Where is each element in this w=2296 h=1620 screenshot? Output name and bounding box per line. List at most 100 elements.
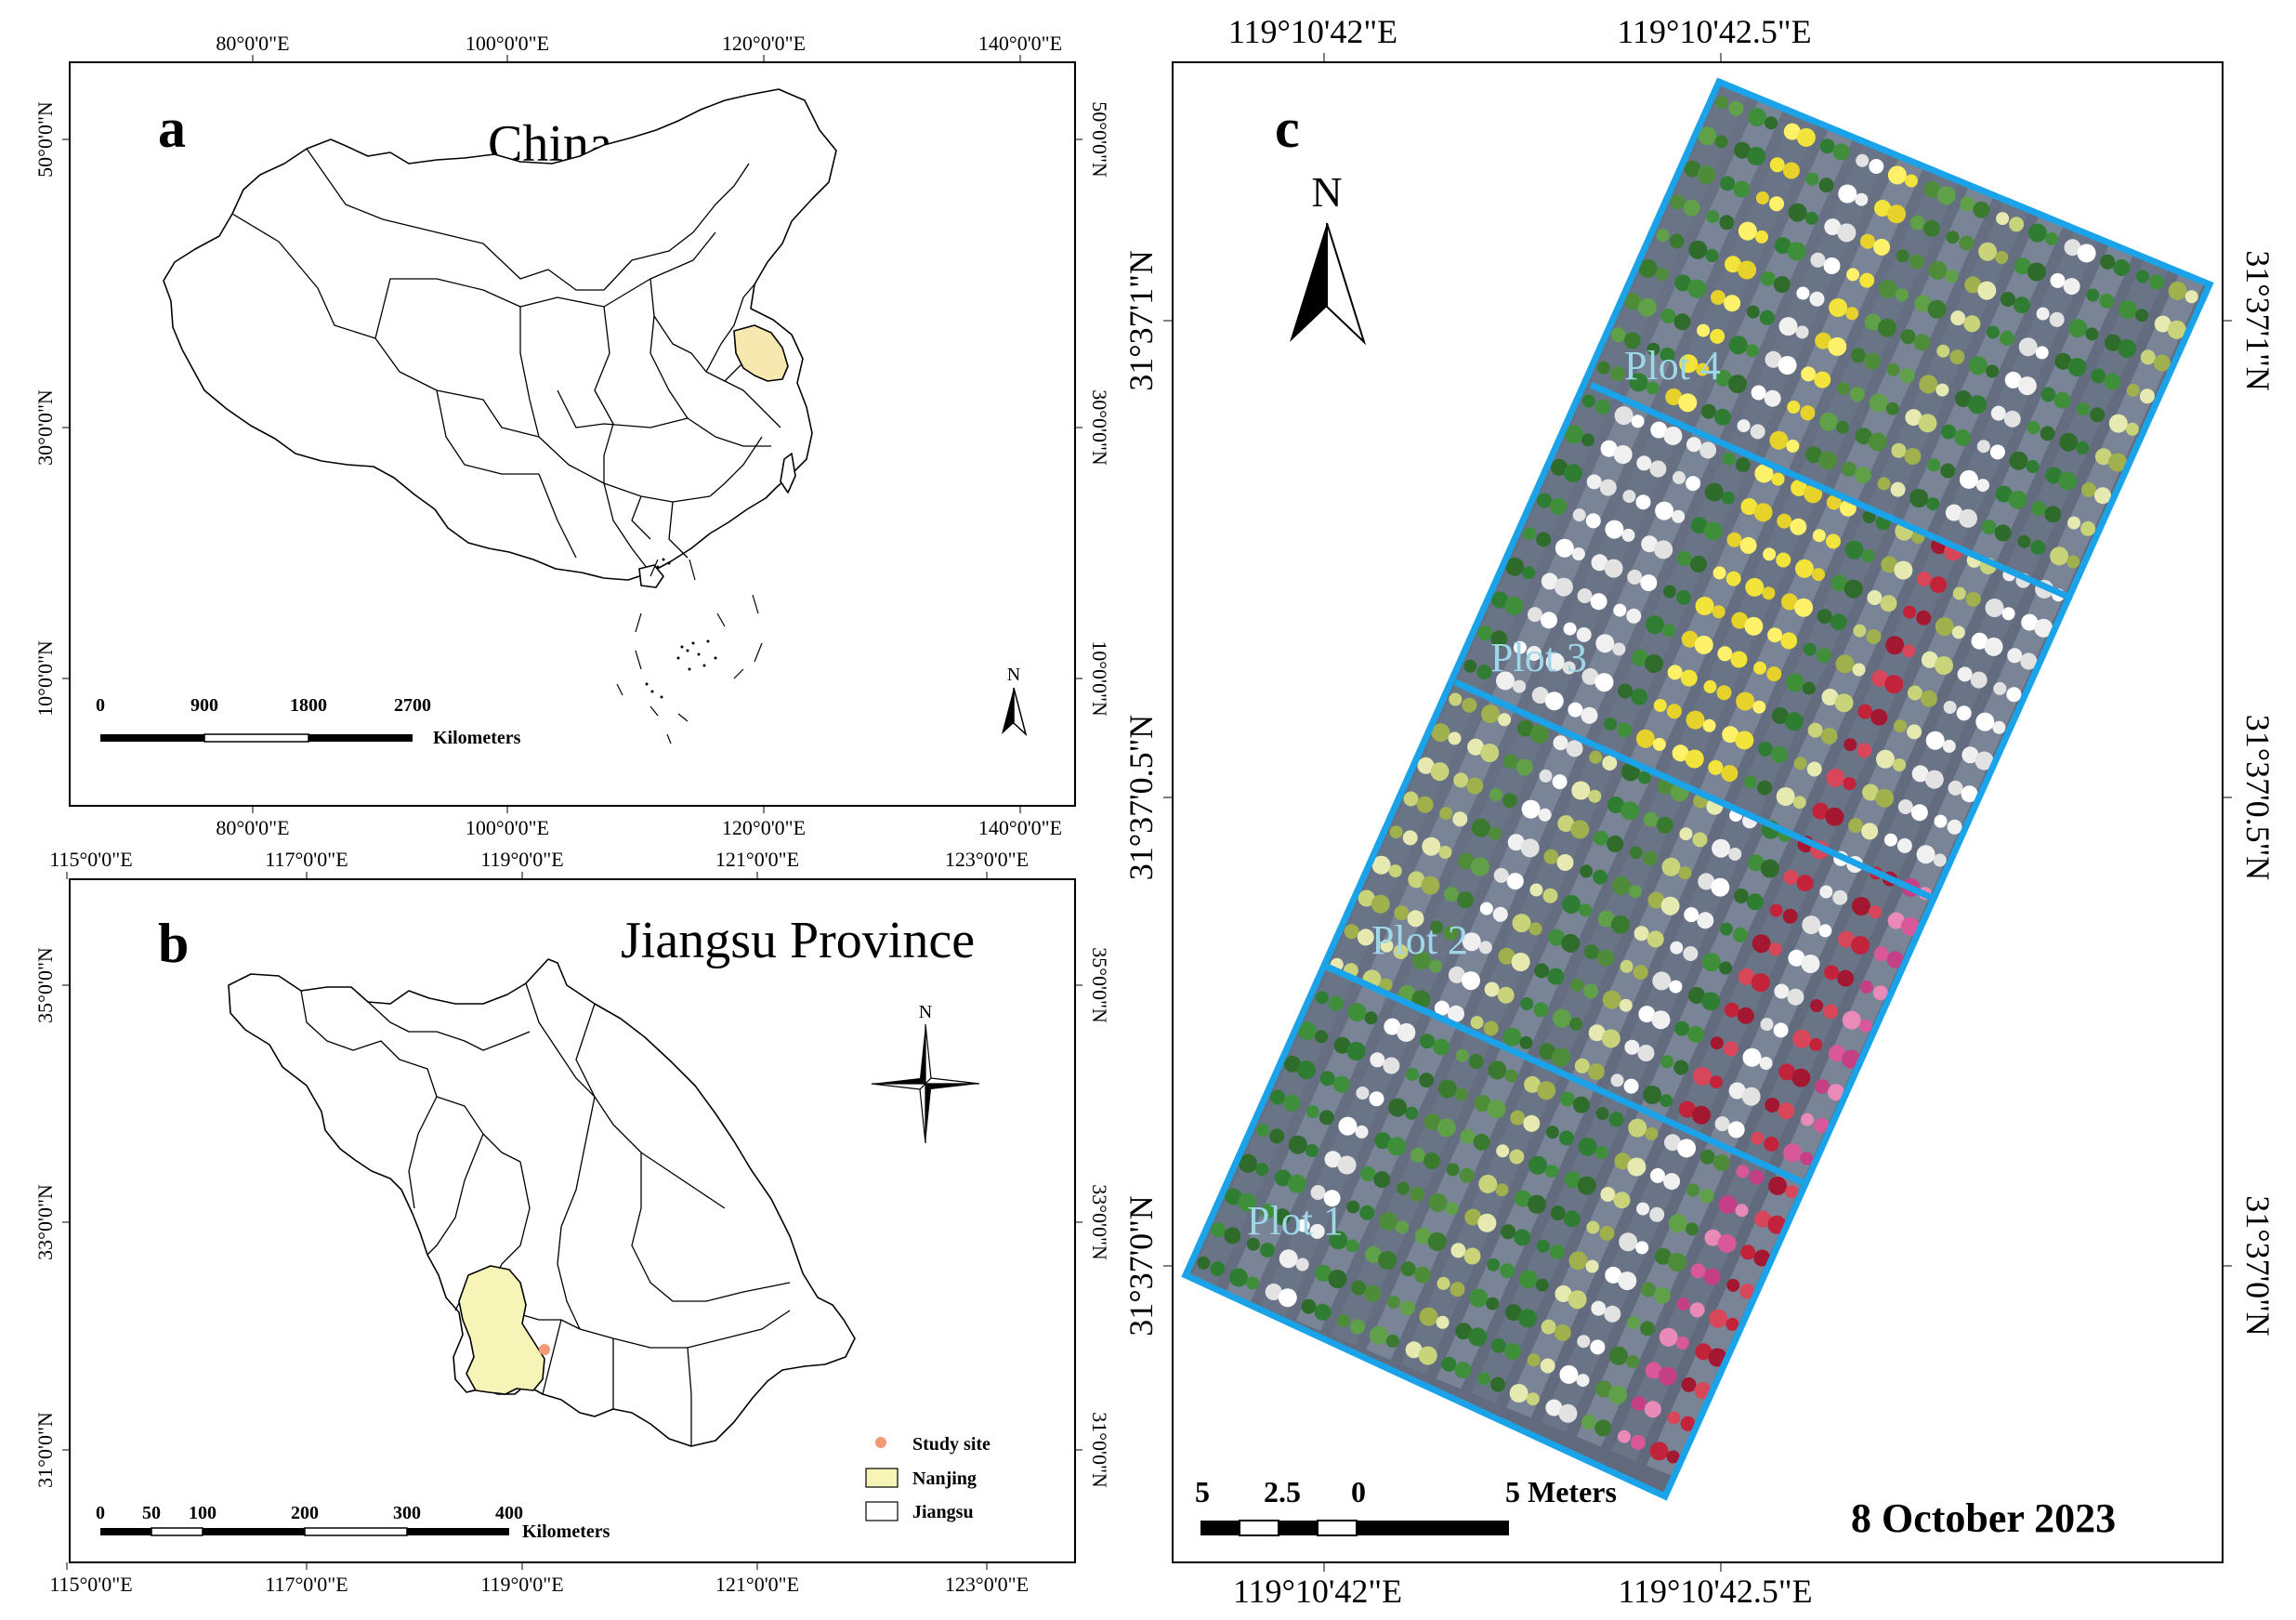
plant-canopy: [1694, 635, 1713, 654]
c-scale-0: 5: [1195, 1475, 1210, 1508]
plant-canopy: [2027, 421, 2040, 435]
crop-strip: [1366, 156, 1924, 1361]
plant-canopy: [1455, 1323, 1473, 1340]
plant-canopy: [1557, 815, 1575, 833]
plant-canopy: [1977, 281, 1997, 300]
plant-canopy: [1783, 123, 1801, 140]
plant-canopy: [1738, 968, 1755, 985]
plant-canopy: [2044, 506, 2062, 523]
plant-canopy: [1450, 1282, 1465, 1297]
panel-a-scale-bar: 0 900 1800 2700 Kilometers: [96, 695, 521, 748]
plant-canopy: [2034, 618, 2053, 638]
plant-canopy: [1736, 1165, 1750, 1179]
plant-canopy: [1605, 520, 1624, 539]
plant-canopy: [1769, 196, 1784, 212]
plant-canopy: [1594, 673, 1614, 692]
plant-canopy: [1576, 1374, 1590, 1388]
plant-canopy: [1986, 325, 2000, 339]
plant-canopy: [1683, 199, 1700, 217]
plant-canopy: [1812, 802, 1830, 820]
plant-canopy: [1873, 946, 1889, 962]
plant-canopy: [1744, 775, 1757, 789]
plant-canopy: [1767, 627, 1783, 643]
plant-canopy: [2076, 441, 2090, 454]
plant-canopy: [1785, 1185, 1799, 1199]
panel-b-letter: b: [158, 913, 189, 974]
plant-canopy: [1279, 1249, 1298, 1269]
plant-canopy: [1907, 724, 1922, 740]
plant-canopy: [1717, 646, 1733, 662]
a-left-lat-2: 30°0'0"N: [33, 389, 57, 466]
plant-canopy: [1369, 1325, 1388, 1345]
plant-canopy: [1660, 348, 1675, 362]
plant-canopy: [1577, 1335, 1591, 1349]
plant-canopy: [1737, 419, 1751, 433]
plant-canopy: [1224, 1227, 1241, 1245]
plant-canopy: [1562, 895, 1581, 914]
south-sea-islands: [616, 559, 763, 744]
panel-c-scale-bar: 5 2.5 0 5 Meters: [1195, 1475, 1617, 1536]
plant-canopy: [1574, 1058, 1590, 1073]
plant-canopy: [1480, 744, 1500, 762]
plant-canopy: [2036, 307, 2050, 321]
plant-canopy: [1246, 1276, 1260, 1290]
plant-canopy: [1699, 1149, 1715, 1165]
plant-canopy: [1512, 914, 1531, 933]
plant-canopy: [1715, 96, 1729, 110]
plant-canopy: [1725, 571, 1741, 586]
plant-canopy: [1478, 1174, 1498, 1193]
plant-canopy: [1437, 1118, 1456, 1138]
plant-canopy: [1504, 1343, 1521, 1360]
plant-canopy: [1989, 444, 2005, 460]
b-right-lat-2: 33°0'0"N: [1088, 1184, 1111, 1260]
panel-c-right-axis: 31°37'1"N 31°37'0.5"N 31°37'0"N: [2223, 250, 2276, 1337]
plant-canopy: [2094, 487, 2111, 505]
plant-canopy: [1476, 665, 1492, 680]
crop-strip: [1400, 170, 1960, 1375]
plant-canopy: [1444, 887, 1459, 902]
plant-canopy: [1891, 442, 1907, 458]
plant-canopy: [1752, 700, 1766, 714]
plant-canopy: [1676, 1297, 1690, 1310]
plant-canopy: [1903, 605, 1917, 619]
plant-canopy: [1638, 1006, 1656, 1023]
crop-strip: [1436, 185, 1995, 1390]
b-scale-unit: Kilometers: [522, 1521, 610, 1542]
b-scale-5: 400: [495, 1503, 523, 1523]
plant-canopy: [1438, 846, 1452, 859]
plant-canopy: [1436, 1315, 1450, 1329]
plant-canopy: [1703, 521, 1723, 541]
plant-canopy: [1515, 1190, 1531, 1207]
plant-canopy: [1948, 780, 1963, 796]
plant-canopy: [1585, 1259, 1599, 1273]
legend-nanjing-swatch: [865, 1468, 899, 1488]
plant-canopy: [1771, 707, 1789, 725]
plant-canopy: [1566, 740, 1583, 757]
plant-canopy: [2104, 373, 2121, 390]
plant-canopy: [1270, 1089, 1285, 1105]
plant-canopy: [1379, 978, 1393, 992]
plant-canopy: [1495, 1183, 1509, 1197]
plant-canopy: [2077, 244, 2096, 263]
plant-canopy: [1724, 295, 1741, 312]
plant-canopy: [1978, 242, 1998, 261]
plant-canopy: [1624, 1039, 1640, 1055]
plant-canopy: [1633, 926, 1649, 942]
plant-canopy: [1686, 476, 1701, 492]
plant-canopy: [1315, 1264, 1332, 1282]
plant-canopy: [1450, 1243, 1466, 1258]
plant-canopy: [1800, 1152, 1814, 1166]
legend-jiangsu-swatch: [865, 1501, 899, 1521]
crop-strip: [1295, 127, 1855, 1331]
plant-canopy: [1698, 126, 1717, 146]
panel-c-left-axis: 31°37'1"N 31°37'0.5"N 31°37'0"N: [1122, 250, 1173, 1337]
plant-canopy: [1838, 930, 1855, 948]
plant-canopy: [1766, 666, 1782, 682]
plant-canopy: [1347, 1003, 1367, 1022]
plant-canopy: [1930, 576, 1948, 594]
plant-canopy: [1686, 437, 1701, 453]
plant-canopy: [2135, 270, 2149, 283]
plant-canopy: [1733, 889, 1749, 903]
plant-canopy: [1927, 299, 1947, 319]
plant-canopy: [1554, 1324, 1571, 1341]
